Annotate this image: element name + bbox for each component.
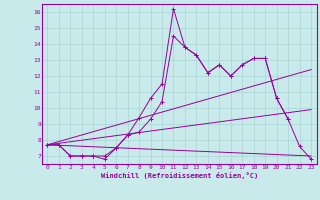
X-axis label: Windchill (Refroidissement éolien,°C): Windchill (Refroidissement éolien,°C) (100, 172, 258, 179)
